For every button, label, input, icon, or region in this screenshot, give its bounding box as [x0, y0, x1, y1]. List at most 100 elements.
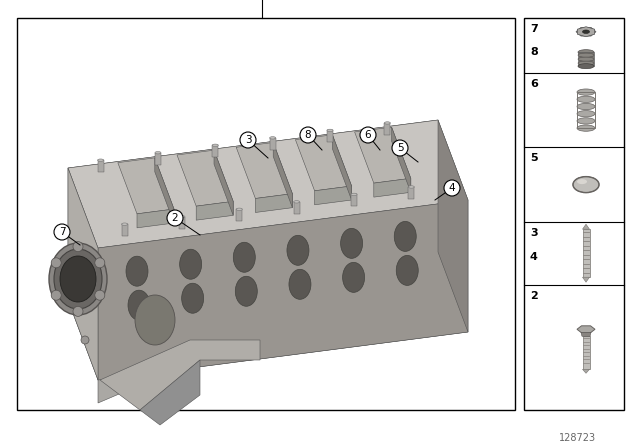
Polygon shape [385, 123, 390, 135]
Ellipse shape [578, 61, 594, 65]
Polygon shape [214, 150, 233, 215]
Ellipse shape [578, 53, 594, 57]
Polygon shape [374, 178, 411, 197]
Polygon shape [269, 138, 276, 150]
Polygon shape [577, 27, 595, 37]
Polygon shape [408, 187, 414, 199]
Circle shape [240, 132, 256, 148]
Polygon shape [582, 229, 589, 277]
Polygon shape [118, 158, 174, 214]
Circle shape [54, 224, 70, 240]
Ellipse shape [49, 243, 107, 315]
Text: 2: 2 [172, 213, 179, 223]
Ellipse shape [577, 89, 595, 95]
Polygon shape [98, 160, 104, 172]
Circle shape [73, 241, 83, 252]
Polygon shape [100, 340, 260, 410]
Text: 6: 6 [530, 79, 538, 89]
Polygon shape [177, 150, 233, 206]
Ellipse shape [180, 249, 202, 279]
Ellipse shape [269, 137, 276, 139]
Text: 2: 2 [530, 291, 538, 301]
Ellipse shape [60, 256, 96, 302]
Circle shape [392, 140, 408, 156]
Polygon shape [332, 135, 351, 200]
Ellipse shape [342, 263, 365, 293]
Ellipse shape [385, 122, 390, 124]
Ellipse shape [135, 295, 175, 345]
Ellipse shape [327, 129, 333, 132]
Ellipse shape [128, 290, 150, 320]
Ellipse shape [289, 269, 311, 299]
Polygon shape [68, 120, 438, 300]
Polygon shape [294, 202, 300, 214]
Polygon shape [122, 224, 127, 236]
Ellipse shape [577, 96, 595, 103]
Polygon shape [351, 194, 357, 207]
Polygon shape [582, 277, 589, 282]
Ellipse shape [126, 256, 148, 286]
Polygon shape [578, 52, 594, 66]
Text: 3: 3 [530, 228, 538, 238]
Ellipse shape [236, 208, 243, 211]
Polygon shape [296, 135, 351, 191]
Polygon shape [212, 145, 218, 157]
Bar [524, 18, 624, 410]
Polygon shape [392, 127, 411, 192]
Circle shape [300, 127, 316, 143]
Bar [17, 18, 515, 410]
Ellipse shape [234, 242, 255, 272]
Polygon shape [155, 158, 174, 223]
Ellipse shape [408, 186, 414, 188]
Polygon shape [68, 120, 468, 248]
Circle shape [95, 258, 105, 268]
Ellipse shape [577, 111, 595, 117]
Text: 3: 3 [244, 135, 252, 145]
Ellipse shape [155, 151, 161, 154]
Ellipse shape [98, 159, 104, 161]
Circle shape [95, 290, 105, 300]
Circle shape [73, 306, 83, 316]
Ellipse shape [577, 125, 595, 131]
Ellipse shape [577, 103, 595, 110]
Ellipse shape [122, 223, 127, 225]
Ellipse shape [54, 249, 102, 309]
Text: 128723: 128723 [559, 433, 596, 443]
Ellipse shape [578, 64, 594, 69]
Polygon shape [196, 201, 233, 220]
Polygon shape [98, 200, 468, 380]
Ellipse shape [577, 118, 595, 124]
Ellipse shape [182, 283, 204, 313]
Ellipse shape [179, 215, 185, 218]
Polygon shape [68, 252, 468, 380]
Ellipse shape [236, 276, 257, 306]
Polygon shape [577, 326, 595, 333]
Text: 6: 6 [365, 130, 371, 140]
Ellipse shape [573, 177, 599, 193]
Text: 7: 7 [530, 24, 538, 34]
Circle shape [444, 180, 460, 196]
Circle shape [51, 290, 61, 300]
Ellipse shape [351, 193, 357, 196]
Ellipse shape [394, 221, 416, 251]
Ellipse shape [577, 179, 587, 184]
Polygon shape [327, 130, 333, 142]
Ellipse shape [396, 255, 419, 285]
Polygon shape [155, 153, 161, 165]
Polygon shape [315, 186, 351, 205]
Polygon shape [438, 120, 468, 332]
Circle shape [71, 256, 79, 264]
Polygon shape [255, 194, 292, 212]
Ellipse shape [340, 228, 363, 258]
Polygon shape [179, 217, 185, 229]
Ellipse shape [578, 57, 594, 61]
Text: 4: 4 [449, 183, 455, 193]
Circle shape [167, 210, 183, 226]
Polygon shape [236, 142, 292, 198]
Polygon shape [582, 369, 589, 373]
Ellipse shape [582, 30, 589, 34]
Polygon shape [236, 209, 243, 221]
Polygon shape [140, 360, 200, 425]
Circle shape [51, 258, 61, 268]
Polygon shape [582, 336, 589, 369]
